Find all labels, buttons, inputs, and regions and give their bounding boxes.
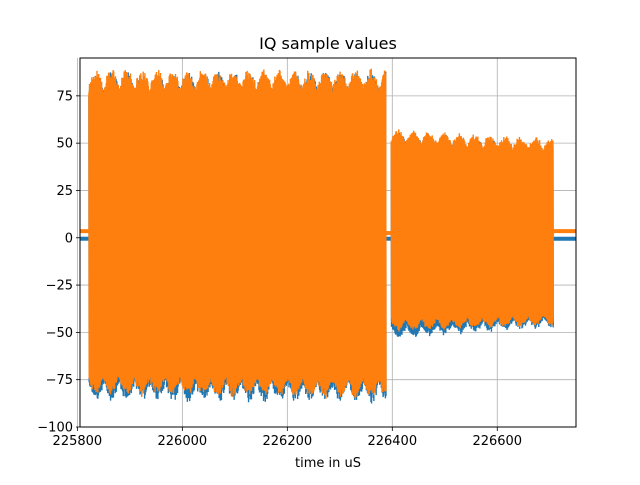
x-axis-label: time in uS <box>295 456 361 471</box>
y-tick-label: −100 <box>37 421 73 436</box>
x-tick-label: 226200 <box>263 434 313 449</box>
y-tick-label: 50 <box>56 137 73 152</box>
plot-frame <box>79 57 577 428</box>
ticks: 225800 226000 226200 226400 226600 −100 −75 −50… <box>37 89 522 449</box>
series-layer <box>80 68 576 404</box>
x-tick-label: 226400 <box>367 434 417 449</box>
y-tick-label: 0 <box>65 231 73 246</box>
series-burst-segment <box>390 129 554 332</box>
x-tick-label: 226600 <box>472 434 522 449</box>
x-tick-label: 226000 <box>158 434 208 449</box>
chart-title: IQ sample values <box>259 34 397 53</box>
x-tick-label: 225800 <box>53 434 103 449</box>
y-tick-label: 25 <box>56 184 73 199</box>
y-tick-label: −50 <box>46 326 73 341</box>
y-tick-label: −75 <box>46 373 73 388</box>
y-tick-label: −25 <box>46 279 73 294</box>
y-tick-label: 75 <box>56 89 73 104</box>
series-burst-segment <box>88 68 387 399</box>
series-line-2 <box>80 68 576 399</box>
